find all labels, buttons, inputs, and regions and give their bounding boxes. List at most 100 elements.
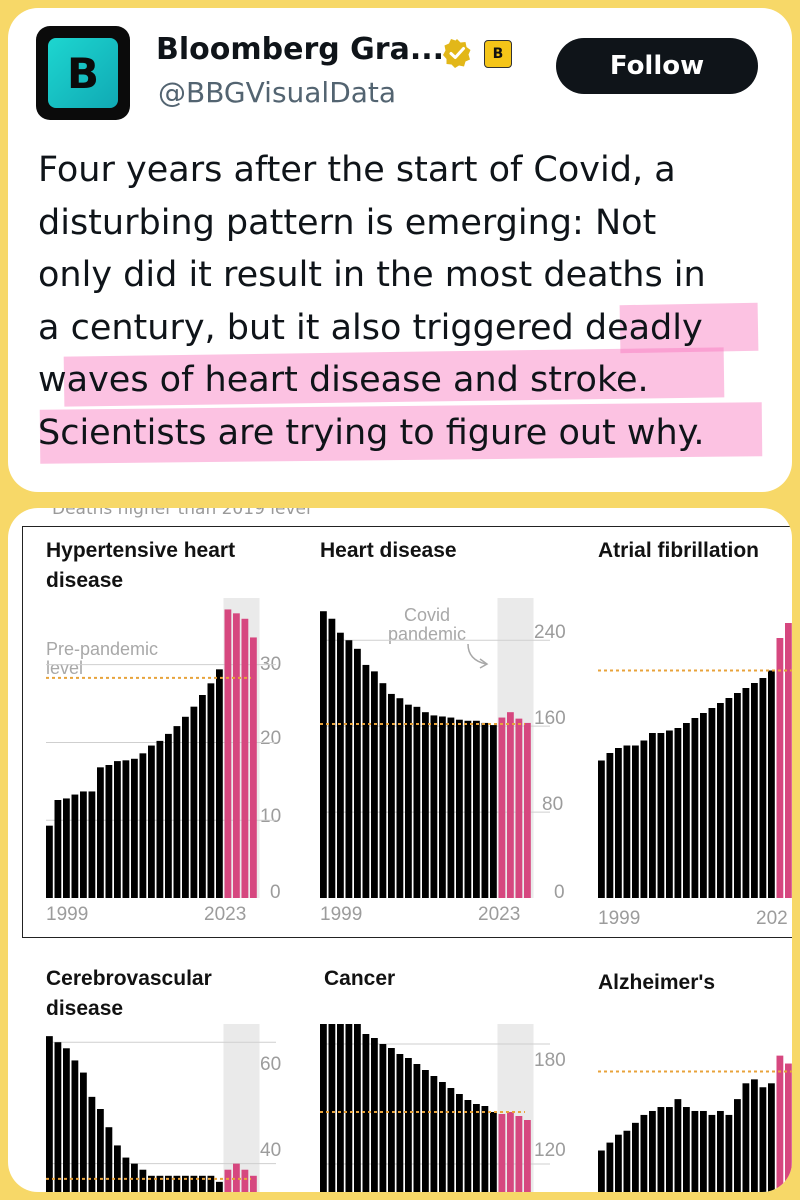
bar	[422, 712, 429, 898]
bar	[241, 1169, 249, 1192]
annotation-pre-pandemic: Pre-pandemic level	[46, 639, 159, 678]
bar	[717, 703, 724, 898]
x-end-label: 2023	[478, 904, 521, 925]
bar	[190, 1175, 198, 1192]
y-tick-label: 40	[260, 1140, 282, 1161]
bar	[88, 1096, 96, 1192]
panel-title-hypertensive: Hypertensive heart disease	[46, 539, 236, 592]
bar	[464, 1100, 472, 1192]
bar	[362, 1034, 370, 1192]
bar	[337, 1024, 344, 1192]
bar	[606, 1142, 614, 1192]
bar	[768, 1083, 775, 1192]
bar	[114, 1145, 121, 1192]
y-tick-label: 0	[270, 882, 281, 903]
bar	[413, 706, 421, 898]
bar	[54, 800, 62, 898]
bar	[623, 1130, 631, 1192]
panel-title-atrial-fibrillation: Atrial fibrillation	[598, 539, 760, 562]
bar	[114, 761, 121, 898]
bar	[139, 1169, 147, 1192]
chart-frame	[22, 526, 792, 938]
bar	[320, 611, 327, 898]
bar	[405, 1058, 412, 1192]
bar	[649, 733, 656, 898]
bar	[199, 1175, 206, 1192]
bar	[405, 704, 412, 898]
bar	[598, 1150, 605, 1192]
bar	[122, 1157, 130, 1192]
bar	[759, 1087, 767, 1192]
bar	[430, 715, 438, 898]
bar	[388, 693, 395, 898]
tweet-text-line: Scientists are trying to figure out why.	[38, 412, 705, 453]
bar	[725, 1114, 733, 1192]
bar	[490, 725, 497, 898]
bar	[216, 1181, 223, 1192]
bar	[224, 609, 232, 898]
pandemic-shade	[223, 1024, 260, 1192]
covid-arrow-icon	[467, 643, 489, 669]
bar	[708, 1114, 716, 1192]
bar	[725, 698, 733, 898]
bar	[182, 1175, 189, 1192]
y-tick-label: 10	[260, 806, 282, 827]
bar	[632, 745, 639, 898]
bar	[456, 1094, 463, 1192]
y-tick-label: 20	[260, 728, 282, 749]
bar	[165, 733, 172, 898]
bar	[598, 760, 605, 898]
bar	[640, 740, 648, 898]
bar	[717, 1110, 724, 1192]
handle[interactable]: @BBGVisualData	[158, 76, 397, 109]
y-tick-label: 240	[534, 622, 566, 643]
bar	[751, 1079, 758, 1192]
bar	[241, 618, 249, 898]
bar	[46, 1036, 53, 1192]
tweet-text-line: waves of heart disease and stroke.	[38, 360, 649, 400]
bar	[515, 718, 523, 898]
chart-cut-header: Deaths higher than 2019 level	[52, 508, 311, 519]
bar	[190, 706, 198, 898]
bar	[666, 730, 673, 898]
bar	[674, 728, 682, 898]
bar	[80, 1072, 87, 1192]
bar	[785, 1063, 792, 1192]
bar	[207, 1175, 215, 1192]
bar	[439, 1082, 446, 1192]
bar	[691, 1110, 699, 1192]
follow-button[interactable]: Follow	[556, 38, 758, 94]
annotation-covid-pandemic: Covid pandemic	[388, 605, 467, 644]
bar	[632, 1122, 639, 1192]
tweet-text-line: only did it result in the most deaths in	[38, 255, 706, 295]
bar	[250, 1175, 257, 1192]
bar	[216, 669, 223, 898]
chart-image[interactable]: Deaths higher than 2019 level Hypertensi…	[8, 508, 792, 1192]
avatar[interactable]: B	[36, 26, 130, 120]
bar	[71, 794, 79, 898]
y-tick-label: 180	[534, 1050, 566, 1071]
bar	[640, 1114, 648, 1192]
bar	[439, 716, 446, 898]
chart-alzheimers	[598, 1055, 792, 1192]
bar	[751, 683, 758, 898]
bar	[657, 733, 665, 898]
bar	[768, 670, 775, 898]
bar	[691, 718, 699, 898]
bar	[250, 637, 257, 898]
bar	[173, 1175, 181, 1192]
x-end-label: 202	[756, 908, 788, 929]
bar	[447, 717, 455, 898]
bar	[742, 1083, 750, 1192]
y-tick-label: 160	[534, 708, 566, 729]
bar	[674, 1099, 682, 1192]
bar	[105, 765, 113, 898]
bar	[139, 753, 147, 898]
bar	[328, 1024, 336, 1192]
display-name[interactable]: Bloomberg Gra...	[156, 32, 445, 67]
bar	[700, 1110, 707, 1192]
bar	[623, 745, 631, 898]
x-end-label: 2023	[204, 904, 247, 925]
bar	[447, 1088, 455, 1192]
bar	[606, 753, 614, 898]
